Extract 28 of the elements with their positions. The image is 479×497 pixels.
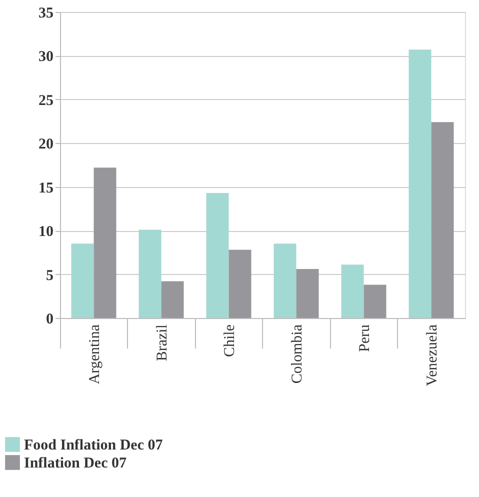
- bar: [71, 244, 94, 318]
- bar: [296, 269, 319, 318]
- x-tick-label: Colombia: [289, 324, 306, 384]
- y-tick-label: 30: [38, 49, 54, 66]
- bar: [94, 168, 116, 318]
- x-tick-label: Venezuela: [424, 324, 440, 386]
- bar: [274, 244, 296, 318]
- y-tick-label: 25: [38, 92, 54, 109]
- bar: [161, 281, 184, 318]
- x-tick-label: Chile: [222, 324, 238, 357]
- legend-label: Food Inflation Dec 07: [24, 438, 164, 454]
- y-tick-label: 35: [38, 6, 54, 22]
- bar: [341, 264, 364, 318]
- x-tick-label: Brazil: [154, 324, 170, 362]
- y-tick-label: 5: [46, 268, 54, 284]
- bar: [228, 250, 252, 318]
- y-tick-label: 15: [38, 180, 54, 196]
- y-tick-label: 20: [38, 136, 54, 153]
- x-tick-label: Argentina: [86, 324, 103, 384]
- y-tick-label: 0: [46, 312, 54, 328]
- y-tick-label: 10: [38, 224, 54, 240]
- bar: [138, 230, 162, 318]
- bar: [206, 192, 229, 318]
- bar: [364, 284, 386, 318]
- bar: [431, 122, 454, 318]
- x-tick-label: Peru: [356, 324, 373, 352]
- bar: [408, 50, 432, 318]
- legend-label: Inflation Dec 07: [24, 456, 127, 472]
